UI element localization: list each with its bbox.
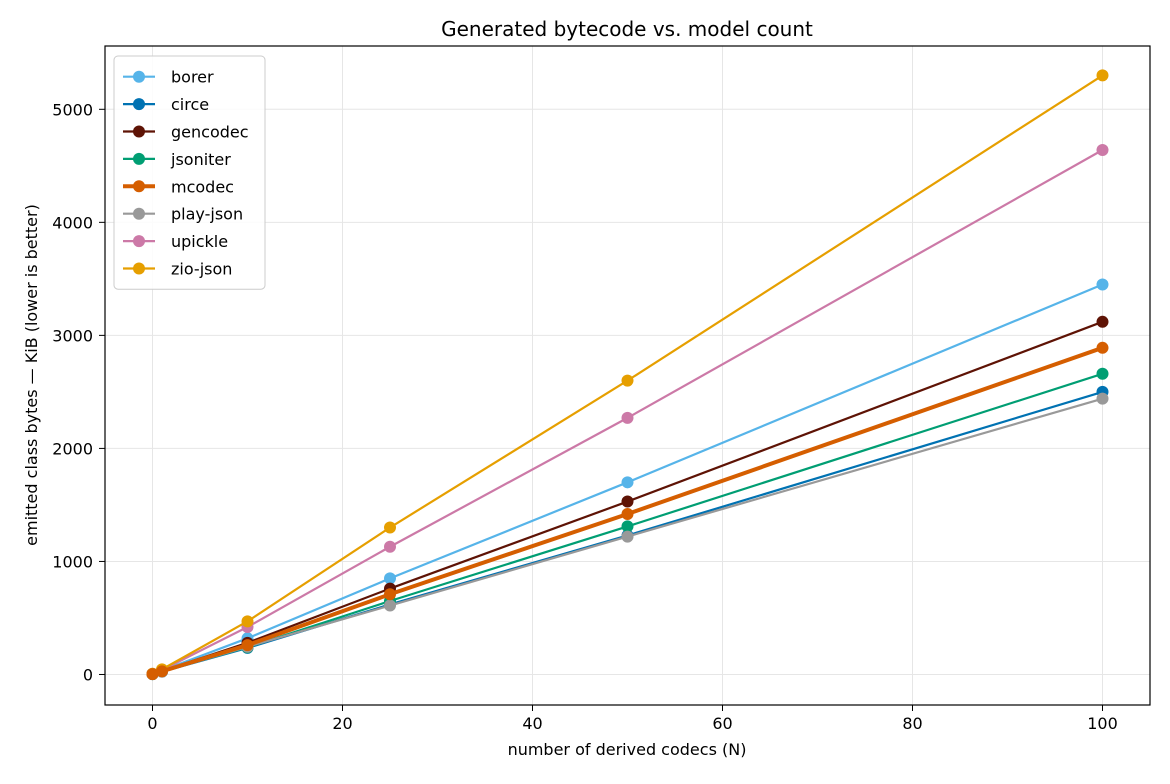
series-gencodec (146, 315, 1109, 681)
y-tick-label: 3000 (52, 326, 93, 345)
series-mcodec (146, 341, 1109, 681)
legend-item-upickle: upickle (123, 232, 228, 251)
legend-swatch-marker (133, 207, 145, 220)
legend-box (113, 55, 266, 290)
data-point (384, 588, 396, 601)
data-point (146, 668, 159, 681)
x-tick-label: 60 (712, 714, 732, 733)
legend-item-borer: borer (123, 68, 214, 87)
x-tick-label: 100 (1087, 714, 1118, 733)
y-axis-label: emitted class bytes — KiB (lower is bett… (22, 204, 41, 546)
legend: borer circe gencodec jsoniter mcodec play-jso… (113, 55, 266, 290)
x-tick-label: 20 (332, 714, 352, 733)
data-point (621, 495, 634, 508)
y-tick-label: 2000 (52, 439, 93, 458)
x-axis: 0 20 40 60 80 100 (147, 705, 1118, 733)
data-point (621, 520, 634, 533)
legend-label: zio-json (171, 260, 232, 279)
legend-item-mcodec: mcodec (123, 177, 234, 196)
legend-label: circe (171, 95, 209, 114)
legend-label: play-json (171, 205, 243, 224)
data-point (621, 507, 634, 520)
legend-item-jsoniter: jsoniter (123, 150, 231, 169)
data-point (156, 665, 168, 678)
series-layer (146, 69, 1109, 681)
x-tick-label: 0 (147, 714, 157, 733)
legend-swatch-marker (133, 235, 145, 248)
data-point (1096, 278, 1109, 291)
legend-item-gencodec: gencodec (123, 123, 249, 142)
data-point (1096, 341, 1109, 354)
legend-label: borer (171, 68, 214, 87)
legend-label: upickle (171, 232, 228, 251)
data-point (1096, 143, 1109, 156)
y-tick-label: 4000 (52, 213, 93, 232)
y-axis: 0 1000 2000 3000 4000 5000 (52, 100, 105, 684)
legend-swatch-marker (133, 70, 145, 83)
data-point (1096, 392, 1109, 405)
series-play-json (146, 392, 1109, 681)
legend-item-play-json: play-json (123, 205, 243, 224)
data-point (621, 476, 634, 489)
legend-item-circe: circe (123, 95, 209, 114)
legend-item-zio-json: zio-json (123, 260, 232, 279)
legend-swatch-marker (133, 98, 145, 111)
x-tick-label: 80 (902, 714, 922, 733)
data-point (1096, 315, 1109, 328)
y-tick-label: 5000 (52, 100, 93, 119)
legend-label: jsoniter (170, 150, 231, 169)
legend-label: mcodec (171, 177, 234, 196)
x-axis-label: number of derived codecs (N) (508, 740, 747, 759)
data-point (241, 639, 254, 652)
data-point (1096, 367, 1109, 380)
data-point (1096, 69, 1109, 82)
legend-swatch-marker (133, 262, 145, 275)
series-borer (146, 278, 1109, 680)
data-point (241, 615, 254, 628)
series-upickle (146, 143, 1109, 680)
chart-title: Generated bytecode vs. model count (441, 17, 813, 41)
data-point (384, 572, 396, 585)
legend-label: gencodec (171, 123, 249, 142)
y-tick-label: 0 (83, 665, 93, 684)
data-point (384, 540, 396, 553)
legend-swatch-marker (133, 152, 145, 165)
data-point (621, 411, 634, 424)
data-point (384, 521, 396, 534)
y-tick-label: 1000 (52, 552, 93, 571)
data-point (621, 530, 634, 543)
x-tick-label: 40 (522, 714, 542, 733)
data-point (621, 374, 634, 387)
data-point (384, 599, 396, 612)
plot-frame (104, 45, 1151, 706)
legend-swatch-marker (133, 125, 145, 138)
legend-swatch-marker (133, 180, 145, 193)
